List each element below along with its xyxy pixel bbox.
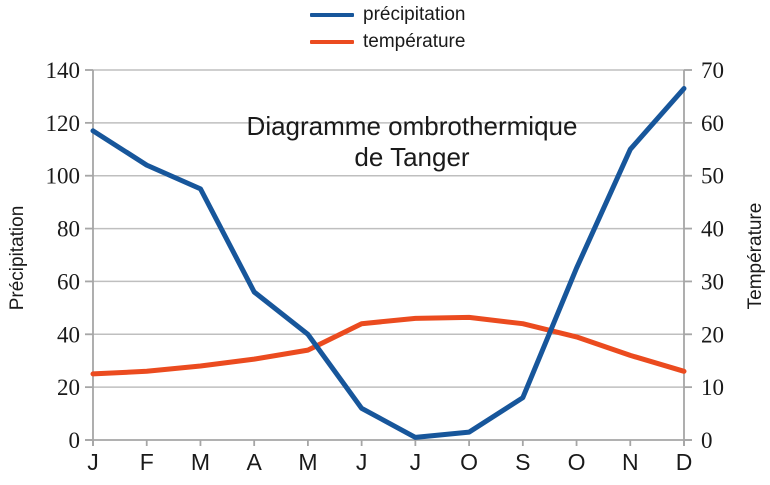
month-tick-label: O [568,449,586,475]
month-tick-label: A [247,449,263,475]
y-right-tick-label: 10 [701,375,724,400]
legend-item-temperature: température [310,28,465,55]
month-tick-label: J [410,449,422,475]
y-left-tick-label: 80 [57,217,80,242]
month-tick-label: M [298,449,317,475]
y-right-tick-label: 20 [701,322,724,347]
temperature-line-swatch [310,39,354,44]
month-tick-label: J [87,449,99,475]
y-right-axis-title: Température [745,202,766,310]
y-right-tick-label: 40 [701,217,724,242]
legend-label-precipitation: précipitation [363,4,466,25]
y-left-tick-label: 140 [46,58,81,83]
precipitation-line-swatch [310,12,354,17]
y-right-tick-label: 0 [701,428,713,453]
y-left-tick-label: 0 [69,428,81,453]
month-tick-label: D [676,449,693,475]
y-left-tick-label: 60 [57,269,80,294]
y-left-tick-label: 20 [57,375,80,400]
month-tick-label: O [460,449,478,475]
y-right-tick-label: 70 [701,58,724,83]
y-right-tick-label: 50 [701,164,724,189]
y-right-tick-label: 30 [701,269,724,294]
chart-title: Diagramme ombrothermique de Tanger [242,111,582,173]
y-left-axis-title: Précipitation [7,205,28,311]
y-right-tick-label: 60 [701,111,724,136]
chart-title-line2: de Tanger [354,142,470,172]
legend-item-precipitation: précipitation [310,1,465,28]
temperature-line [90,314,687,377]
precipitation-line [90,86,687,440]
month-tick-label: F [140,449,154,475]
chart-title-line1: Diagramme ombrothermique [246,111,578,141]
y-left-tick-label: 120 [46,111,81,136]
y-left-tick-label: 100 [46,164,81,189]
y-left-tick-label: 40 [57,322,80,347]
month-tick-label: S [515,449,530,475]
month-tick-label: J [356,449,368,475]
month-tick-label: N [622,449,639,475]
month-tick-label: M [191,449,210,475]
chart-legend: précipitation température [310,1,465,55]
legend-label-temperature: température [363,31,466,52]
